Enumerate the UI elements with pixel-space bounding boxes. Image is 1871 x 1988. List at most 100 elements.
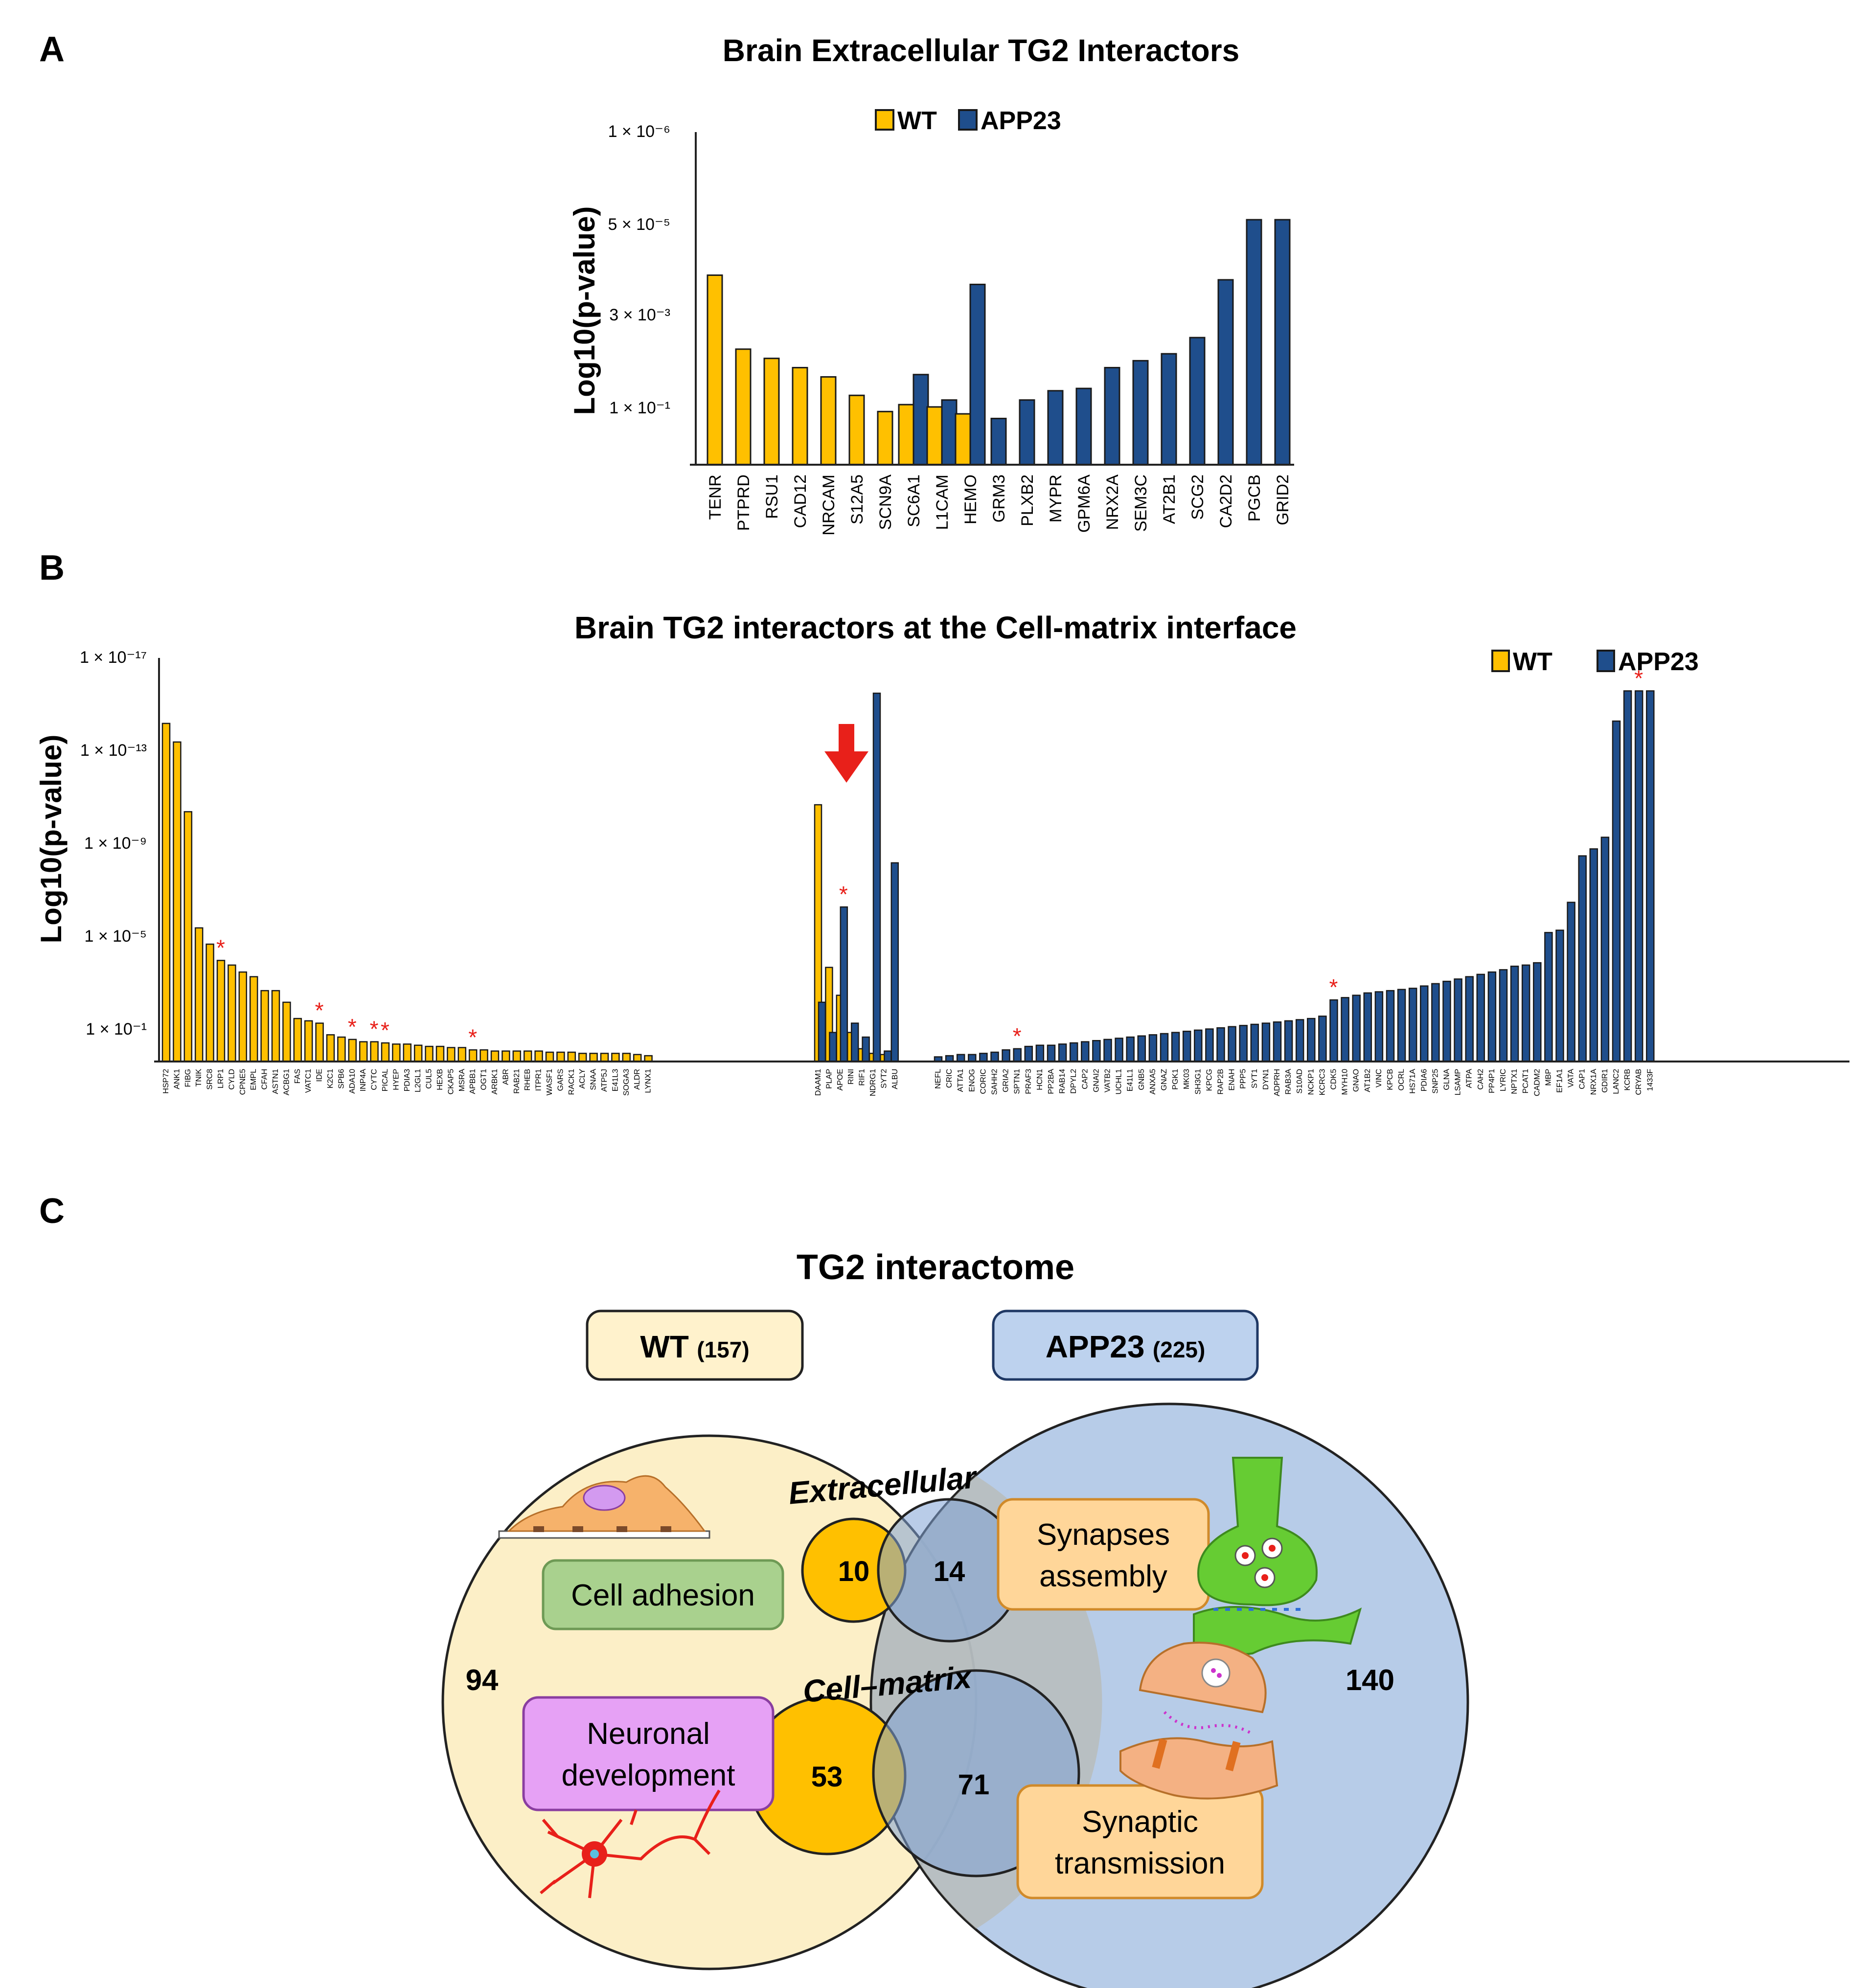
bar-app23-GDIR1 — [1600, 836, 1610, 1062]
bar-wt-FAS — [293, 1017, 302, 1062]
bar-app23-SNP25 — [1431, 983, 1440, 1062]
bar-app23-ALBU — [890, 862, 899, 1062]
xtick-label-PDIA6: PDIA6 — [1420, 1069, 1428, 1091]
xtick-label-GARS: GARS — [556, 1069, 565, 1091]
xtick-label-CAP2: CAP2 — [1081, 1069, 1089, 1089]
xtick-label-ENOG: ENOG — [968, 1069, 976, 1092]
bar-app23-MK03 — [1182, 1031, 1191, 1062]
xtick-label-CYTC: CYTC — [370, 1069, 379, 1090]
xtick-label-GLNA: GLNA — [1443, 1069, 1451, 1090]
bar-app23-SAHH2 — [990, 1051, 999, 1062]
extracellular-wt-count: 10 — [838, 1556, 870, 1587]
xtick-label-GRID2: GRID2 — [1274, 474, 1292, 525]
legend-app23-label: APP23 — [981, 107, 1061, 135]
bar-app23-CAP2 — [1081, 1041, 1090, 1062]
bar-wt-PDIA3 — [403, 1043, 412, 1062]
chart-a-ytick-label: 3 × 10⁻³ — [609, 306, 670, 324]
xtick-label-CRYAB: CRYAB — [1635, 1069, 1643, 1095]
chart-b-title: Brain TG2 interactors at the Cell-matrix… — [574, 610, 1297, 645]
neuronal-development-label-line2: development — [561, 1759, 735, 1792]
xtick-label-CKAP5: CKAP5 — [447, 1069, 455, 1095]
xtick-label-RHEB: RHEB — [524, 1069, 532, 1090]
bar-app23-PDIA6 — [1420, 985, 1429, 1062]
bar-wt-HSP72 — [161, 723, 171, 1062]
bar-app23-CAH2 — [1476, 973, 1485, 1062]
xtick-label-CAD12: CAD12 — [791, 474, 810, 528]
bar-app23-NCKP1 — [1307, 1017, 1316, 1062]
xtick-label-NRX1A: NRX1A — [1590, 1069, 1598, 1095]
bar-wt-L1CAM — [926, 406, 943, 466]
bar-wt-SPB6 — [337, 1036, 346, 1062]
bar-app23-MBP — [1544, 932, 1553, 1062]
xtick-label-PTPRD: PTPRD — [734, 474, 753, 531]
bar-wt-ABR — [502, 1050, 510, 1062]
xtick-label-MK03: MK03 — [1183, 1069, 1191, 1089]
bar-wt-CPNE5 — [238, 971, 248, 1062]
bar-app23-VINC — [1374, 991, 1384, 1062]
bar-wt-LRP1 — [216, 960, 226, 1062]
bar-app23-CDK5 — [1329, 999, 1338, 1062]
bar-app23-GNAO — [1352, 994, 1361, 1062]
bar-wt-TENR — [707, 274, 723, 466]
bar-app23-LANC2 — [1612, 720, 1621, 1062]
xtick-label-ADPRH: ADPRH — [1273, 1069, 1281, 1096]
xtick-label-RAP2B: RAP2B — [1217, 1069, 1225, 1094]
xtick-label-SC6A1: SC6A1 — [905, 474, 923, 527]
bar-wt-PTPRD — [735, 348, 752, 466]
xtick-label-CFAH: CFAH — [261, 1069, 269, 1090]
bar-wt-PICAL — [381, 1042, 390, 1062]
bar-wt-NRCAM — [820, 376, 837, 466]
bar-wt-ALDR — [633, 1054, 642, 1062]
bar-app23-RIF1 — [862, 1036, 870, 1062]
bar-app23-LSAMP — [1454, 978, 1462, 1062]
bar-app23-PP2BA — [1047, 1044, 1056, 1062]
xtick-label-RIF1: RIF1 — [858, 1069, 867, 1086]
xtick-label-LSAMP: LSAMP — [1454, 1069, 1462, 1095]
xtick-label-RAB21: RAB21 — [513, 1069, 521, 1094]
xtick-label-VATB2: VATB2 — [1104, 1069, 1112, 1092]
bar-app23-NRX2A — [1104, 367, 1120, 466]
xtick-label-SNAA: SNAA — [590, 1069, 598, 1090]
xtick-label-HYEP: HYEP — [392, 1069, 400, 1090]
bar-app23-DYN1 — [1261, 1022, 1271, 1062]
xtick-label-NRX2A: NRX2A — [1103, 474, 1122, 530]
bar-app23-VATB2 — [1103, 1039, 1112, 1062]
cell-matrix-app23-count: 71 — [958, 1769, 990, 1801]
xtick-label-CUL5: CUL5 — [425, 1069, 434, 1089]
bar-app23-GRIA2 — [1002, 1049, 1010, 1062]
xtick-label-ATP5J: ATP5J — [600, 1069, 609, 1092]
wt-group-label: WT (157) — [640, 1329, 749, 1364]
bar-app23-ATPA — [1465, 976, 1474, 1062]
bar-wt-RAB21 — [512, 1050, 522, 1062]
xtick-label-RACK1: RACK1 — [568, 1069, 576, 1095]
bar-app23-ANXA5 — [1148, 1034, 1158, 1062]
bar-app23-KCRC3 — [1318, 1016, 1327, 1062]
bar-wt-VATC1 — [304, 1020, 313, 1062]
neuronal-development-label-line1: Neuronal — [587, 1717, 710, 1751]
xtick-label-AT1B2: AT1B2 — [1364, 1069, 1372, 1092]
bar-wt-ASTN1 — [271, 990, 280, 1062]
xtick-label-AT2B1: AT2B1 — [1160, 474, 1179, 524]
xtick-label-HS71A: HS71A — [1409, 1069, 1417, 1094]
chart-b-ylabel: Log10(p-value) — [35, 735, 68, 944]
xtick-label-MYH10: MYH10 — [1341, 1069, 1349, 1095]
xtick-label-CORIC: CORIC — [979, 1069, 987, 1094]
xtick-label-ALBU: ALBU — [891, 1069, 899, 1089]
chart-a-bars — [707, 219, 1291, 466]
legend-wt-label: WT — [897, 107, 937, 135]
xtick-label-HCN1: HCN1 — [1036, 1069, 1044, 1090]
xtick-label-VATA: VATA — [1567, 1069, 1575, 1088]
bar-app23-OCRL — [1397, 989, 1406, 1062]
panel-label-a: A — [39, 30, 65, 69]
xtick-label-TENR: TENR — [706, 474, 725, 520]
panel-c: C TG2 interactome WT (157) APP23 (225) 1… — [39, 1192, 1469, 1988]
bar-wt-EMPL — [249, 976, 258, 1062]
xtick-label-LYRIC: LYRIC — [1499, 1069, 1507, 1091]
synapses-assembly-label-line1: Synapses — [1037, 1518, 1170, 1552]
xtick-label-GNAZ: GNAZ — [1160, 1069, 1168, 1091]
bar-wt-GARS — [556, 1051, 565, 1062]
bar-wt-K2C1 — [326, 1034, 335, 1062]
bar-app23-CA2D2 — [1217, 279, 1234, 466]
venn-title: TG2 interactome — [797, 1248, 1074, 1287]
